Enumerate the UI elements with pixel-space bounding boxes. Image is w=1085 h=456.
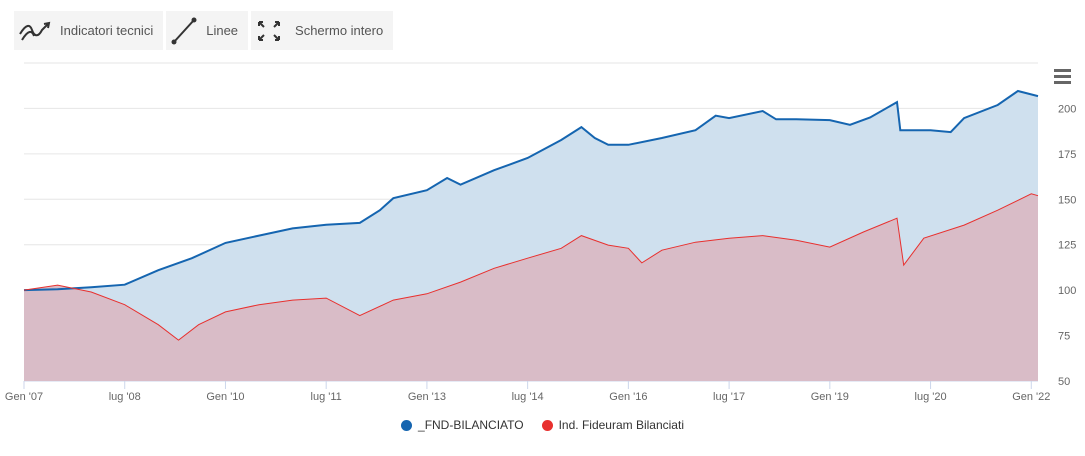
fullscreen-button[interactable]: Schermo intero: [251, 11, 394, 50]
x-tick-label: lug '14: [512, 391, 544, 403]
x-tick-label: Gen '13: [408, 391, 446, 403]
lines-label: Linee: [206, 23, 239, 38]
fullscreen-label: Schermo intero: [295, 23, 384, 38]
technical-indicators-button[interactable]: Indicatori tecnici: [14, 11, 164, 50]
series-area-1: [24, 193, 1038, 381]
line-tool-icon: [171, 17, 197, 44]
technical-indicators-label: Indicatori tecnici: [60, 23, 154, 38]
y-tick-label: 175: [1058, 149, 1076, 161]
x-tick-label: Gen '16: [609, 391, 647, 403]
series-line-1: [23, 193, 1039, 341]
legend-marker: [541, 419, 553, 431]
x-tick-label: lug '11: [311, 391, 342, 403]
fullscreen-icon: [258, 20, 281, 41]
series-area-0: [24, 91, 1038, 381]
x-tick-label: Gen '22: [1012, 391, 1050, 403]
x-tick-label: lug '17: [713, 391, 745, 403]
legend-item-fnd-bilanciato[interactable]: _FND-BILANCIATO: [401, 418, 524, 432]
y-tick-label: 50: [1058, 376, 1070, 388]
y-tick-label: 150: [1058, 194, 1076, 206]
y-tick-label: 200: [1058, 103, 1076, 115]
y-tick-label: 125: [1058, 240, 1076, 252]
legend-item-ind-fideuram[interactable]: Ind. Fideuram Bilanciati: [541, 418, 684, 432]
lines-button[interactable]: Linee: [166, 11, 249, 50]
x-tick-label: Gen '19: [811, 391, 849, 403]
y-tick-label: 75: [1058, 331, 1070, 343]
y-tick-label: 100: [1058, 285, 1076, 297]
x-tick-label: lug '20: [915, 391, 947, 403]
chart-toolbar: Indicatori tecnici Linee Schermo intero: [14, 11, 394, 50]
x-tick-label: Gen '07: [5, 391, 43, 403]
chart-legend: _FND-BILANCIATO Ind. Fideuram Bilanciati: [0, 418, 1085, 432]
legend-label: Ind. Fideuram Bilanciati: [558, 418, 684, 432]
legend-marker: [401, 419, 413, 431]
x-tick-label: Gen '10: [206, 391, 244, 403]
chart-menu-icon[interactable]: [1054, 68, 1072, 84]
series-line-0: [23, 89, 1039, 292]
indicators-icon: [19, 21, 51, 41]
legend-label: _FND-BILANCIATO: [418, 418, 524, 432]
x-tick-label: lug '08: [109, 391, 141, 403]
